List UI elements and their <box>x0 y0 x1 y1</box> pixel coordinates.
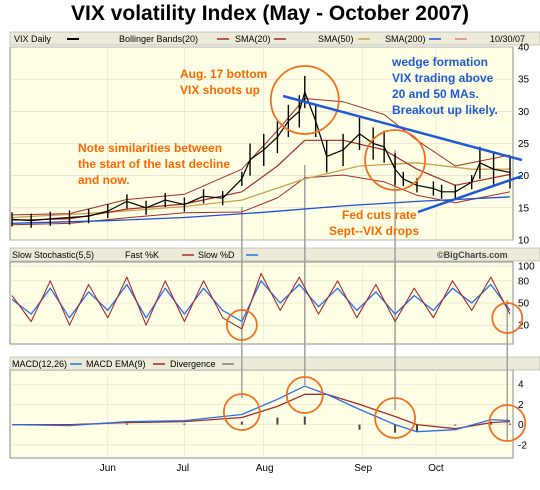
sma200-line <box>11 196 511 224</box>
price-y-tick-label: 35 <box>518 75 530 86</box>
x-tick-label: Aug <box>256 463 274 474</box>
price-y-tick-label: 20 <box>518 171 530 182</box>
x-tick-label: Jun <box>100 463 116 474</box>
macd-y-tick-label: -2 <box>518 440 527 451</box>
highlight-circle <box>269 65 340 135</box>
annotation-note-line3: and now. <box>78 173 130 187</box>
wedge-lower-line <box>417 174 523 214</box>
stochastic-y-tick-label: 20 <box>518 321 530 332</box>
macd-y-tick-label: 2 <box>518 400 524 411</box>
highlight-circle <box>364 129 426 191</box>
stochastic-y-tick-label: 100 <box>518 262 535 273</box>
chart-title: VIX volatility Index (May - October 2007… <box>71 2 469 25</box>
stoch-name: Slow Stochastic(5,5) <box>12 250 94 260</box>
price-y-tick-label: 15 <box>518 203 530 214</box>
macd-series <box>11 385 511 433</box>
legend-sma50: SMA(50) <box>318 34 354 44</box>
price-y-tick-label: 10 <box>518 236 530 247</box>
macd-y-tick-label: 4 <box>518 380 524 391</box>
macd-y-tick-label: 0 <box>518 420 524 431</box>
highlight-circle <box>222 393 261 431</box>
stoch-credit: ©BigCharts.com <box>437 250 508 260</box>
price-y-tick-label: 30 <box>518 107 530 118</box>
highlight-circle <box>491 302 524 334</box>
highlight-circle <box>285 376 324 414</box>
macd-ema: MACD EMA(9) <box>86 359 146 369</box>
price-y-tick-label: 40 <box>518 43 530 54</box>
legend-date: 10/30/07 <box>490 34 525 44</box>
macd-header <box>9 356 540 371</box>
highlight-circle <box>374 397 416 439</box>
annotation-note-line2: the start of the last decline <box>78 157 230 171</box>
highlight-circles <box>222 65 527 442</box>
macd-line <box>11 385 511 433</box>
legend-sma200: SMA(200) <box>385 34 426 44</box>
bollinger-lower-band <box>11 174 511 226</box>
legend-symbol: VIX Daily <box>14 34 52 44</box>
annotation-fed-line1: Fed cuts rate <box>342 208 417 222</box>
price-y-tick-label: 25 <box>518 139 530 150</box>
annotation-wedge-line1: wedge formation <box>391 55 488 69</box>
legend-sma20: SMA(20) <box>235 34 271 44</box>
annotation-wedge-line4: Breakout up likely. <box>392 103 498 117</box>
stochastic-y-tick-label: 50 <box>518 299 530 310</box>
sma50-line <box>11 162 510 219</box>
highlight-circle <box>225 309 258 341</box>
stoch-fast: Fast %K <box>125 250 159 260</box>
vix-price-line <box>11 91 511 222</box>
macd-panel <box>9 369 514 459</box>
annotation-aug17-line1: Aug. 17 bottom <box>180 67 267 81</box>
annotation-wedge-line3: 20 and 50 MAs. <box>392 87 479 101</box>
bollinger-upper-band <box>11 98 511 216</box>
x-tick-label: Oct <box>428 463 444 474</box>
macd-name: MACD(12,26) <box>12 359 67 369</box>
annotation-note-line1: Note similarities between <box>78 141 222 155</box>
stochastic-y-tick-label: 80 <box>518 276 530 287</box>
stoch-slow: Slow %D <box>198 250 235 260</box>
highlight-circle <box>488 404 527 442</box>
wedge-upper-line <box>282 94 523 162</box>
macd-divergence: Divergence <box>170 359 216 369</box>
slow-d-line <box>11 280 511 323</box>
axis-labels: 10 15 20 25 30 35 40 20 50 80 100 -2 0 2 4 Jun Jul Aug Sep… <box>100 43 535 475</box>
fast-k-line <box>11 272 511 330</box>
x-tick-label: Sep <box>354 463 372 474</box>
annotation-aug17-line2: VIX shoots up <box>180 83 260 97</box>
x-tick-label: Jul <box>176 463 189 474</box>
stochastic-series <box>11 272 511 330</box>
legend-bollinger: Bollinger Bands(20) <box>119 34 198 44</box>
price-series <box>11 75 511 228</box>
macd-ema-line <box>12 393 511 430</box>
annotation-wedge-line2: VIX trading above <box>392 71 494 85</box>
event-vertical-lines <box>241 150 509 440</box>
stoch-header <box>9 247 540 262</box>
annotation-fed-line2: Sept--VIX drops <box>329 224 419 238</box>
